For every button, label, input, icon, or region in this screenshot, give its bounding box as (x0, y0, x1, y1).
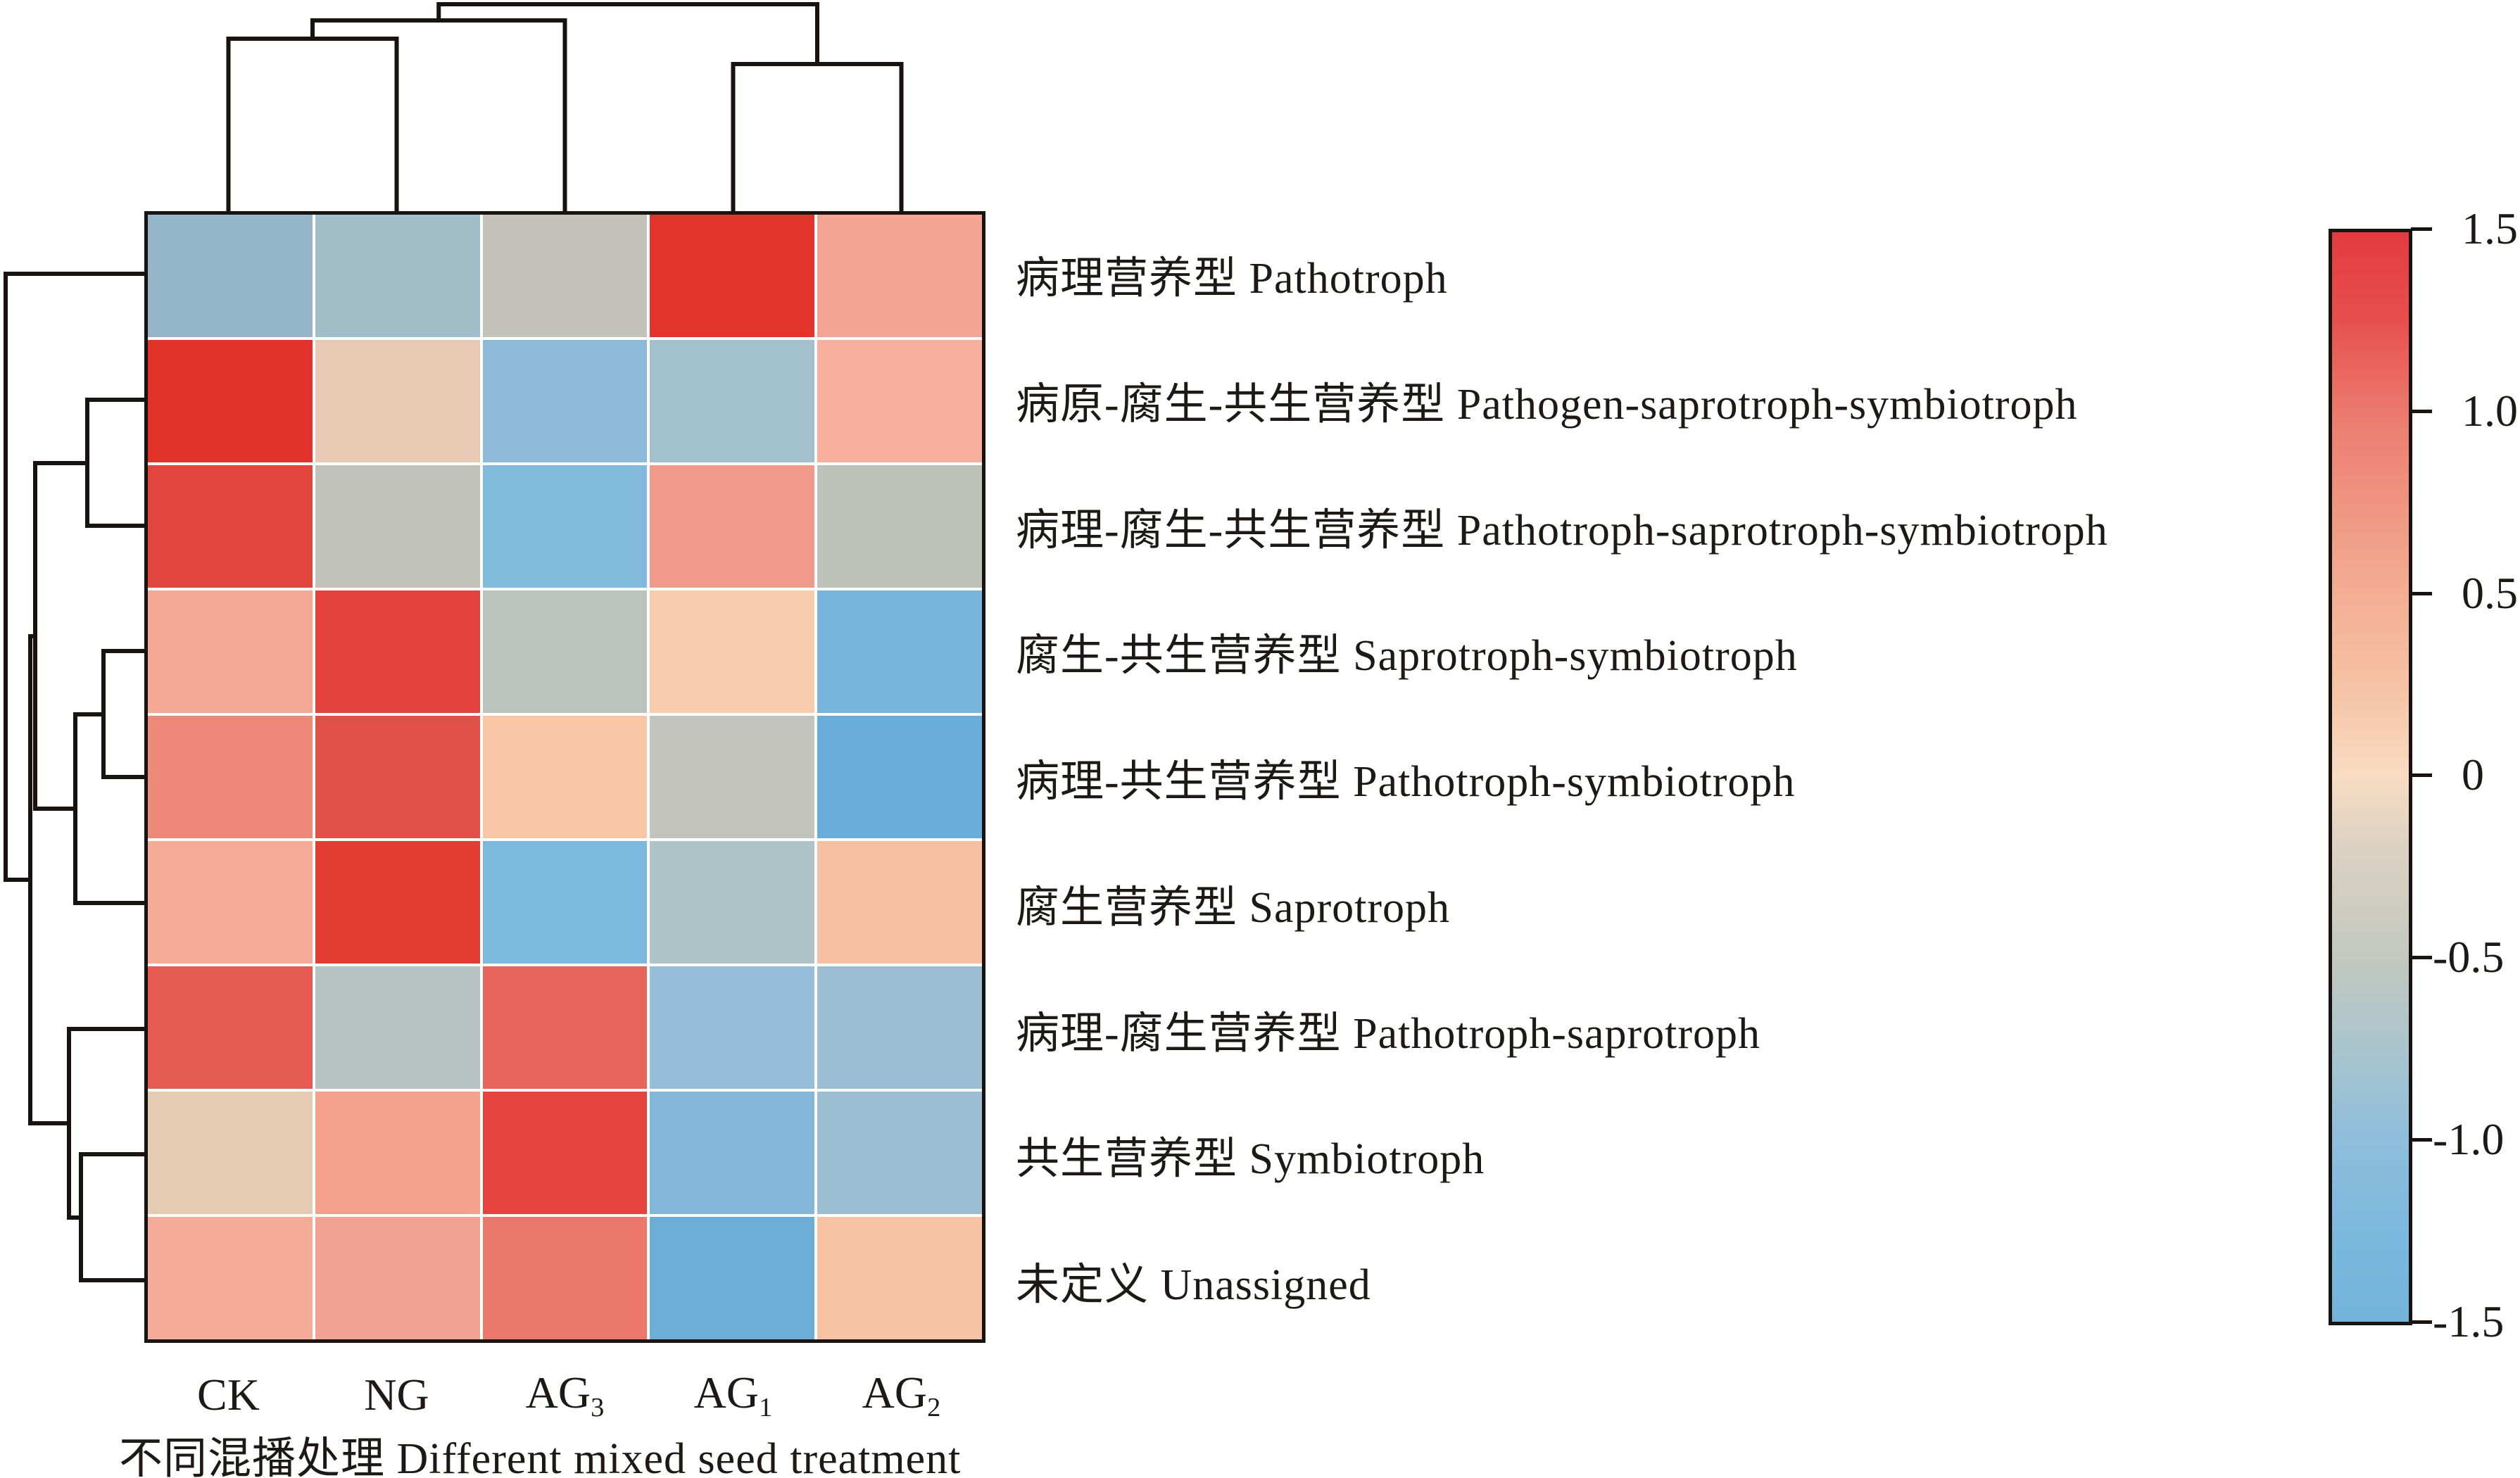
heatmap-cell (315, 966, 480, 1089)
heatmap-cell (148, 966, 313, 1089)
heatmap-cell (315, 716, 480, 838)
heatmap-cell (315, 340, 480, 462)
heatmap-cell (482, 340, 648, 462)
heatmap-cell (148, 1217, 313, 1339)
column-label: AG2 (862, 1368, 941, 1422)
row-label: 病理-腐生-共生营养型 Pathotroph-saprotroph-symbio… (1016, 507, 2108, 555)
heatmap-cell (148, 465, 313, 588)
heatmap-cell (817, 1092, 982, 1214)
row-label: 病理营养型 Pathotroph (1016, 255, 1448, 303)
colorbar-tick (2411, 773, 2432, 777)
heatmap-cell (148, 590, 313, 713)
dendrogram-branch (85, 398, 144, 528)
column-label: AG3 (525, 1368, 605, 1422)
dendrogram-branch (73, 712, 144, 905)
dendrogram-branch (226, 37, 399, 211)
dendrogram-branch (4, 272, 144, 882)
heatmap-cell (817, 716, 982, 838)
heatmap-cell (817, 841, 982, 964)
heatmap-cell (315, 590, 480, 713)
heatmap-cell (817, 465, 982, 588)
colorbar-tick-label: 0 (2462, 750, 2484, 800)
heatmap-cell (148, 340, 313, 462)
dendrogram-branch (33, 461, 87, 811)
heatmap-cell (650, 1092, 815, 1214)
colorbar-tick-label: -0.5 (2433, 932, 2505, 982)
colorbar-tick-label: 0.5 (2462, 568, 2518, 618)
heatmap-cell (482, 841, 648, 964)
dendrogram-branch (101, 649, 144, 779)
colorbar-tick (2411, 1137, 2432, 1142)
heatmap-cell (650, 1217, 815, 1339)
colorbar-tick (2411, 227, 2432, 231)
heatmap-cell (315, 1092, 480, 1214)
heatmap-cell (482, 1092, 648, 1214)
heatmap-cell (650, 966, 815, 1089)
left-dendrogram (4, 272, 144, 1282)
colorbar-tick (2411, 409, 2432, 413)
heatmap-cell (482, 590, 648, 713)
colorbar-tick (2411, 591, 2432, 595)
heatmap-cell (482, 465, 648, 588)
heatmap-cell (817, 590, 982, 713)
heatmap-cell (148, 215, 313, 337)
row-label: 腐生-共生营养型 Saprotroph-symbiotroph (1016, 632, 1798, 680)
heatmap-cell (315, 465, 480, 588)
colorbar-tick-label: -1.0 (2433, 1114, 2505, 1164)
heatmap-cell (148, 1092, 313, 1214)
row-label: 腐生营养型 Saprotroph (1016, 884, 1451, 932)
dendrogram-branch (28, 634, 69, 1125)
heatmap-cell (817, 1217, 982, 1339)
heatmap-cell (315, 841, 480, 964)
colorbar-tick (2411, 1320, 2432, 1324)
colorbar (2329, 229, 2412, 1325)
colorbar-tick (2411, 955, 2432, 959)
colorbar-tick-label: 1.5 (2462, 203, 2518, 253)
row-label: 共生营养型 Symbiotroph (1016, 1135, 1485, 1183)
dendrogram-branch (436, 2, 819, 64)
heatmap-cell (482, 966, 648, 1089)
heatmap-cell (650, 215, 815, 337)
heatmap-grid (144, 211, 985, 1343)
dendrogram-branch (79, 1152, 144, 1282)
x-axis-title: 不同混播处理 Different mixed seed treatment (119, 1435, 962, 1478)
heatmap-cell (817, 340, 982, 462)
heatmap-cell (650, 465, 815, 588)
dendrogram-branch (731, 62, 904, 211)
heatmap-cell (650, 340, 815, 462)
heatmap-cell (482, 716, 648, 838)
colorbar-tick-label: 1.0 (2462, 386, 2518, 436)
heatmap-cell (650, 716, 815, 838)
row-label: 病原-腐生-共生营养型 Pathogen-saprotroph-symbiotr… (1016, 381, 2078, 429)
dendrogram-branch (310, 18, 567, 211)
heatmap-cell (148, 841, 313, 964)
heatmap-cell (315, 1217, 480, 1339)
heatmap-cell (817, 966, 982, 1089)
colorbar-tick-label: -1.5 (2433, 1296, 2505, 1346)
heatmap-cell (817, 215, 982, 337)
column-label: CK (197, 1370, 260, 1420)
row-label: 病理-腐生营养型 Pathotroph-saprotroph (1016, 1010, 1761, 1058)
column-label: NG (364, 1370, 429, 1420)
row-label: 病理-共生营养型 Pathotroph-symbiotroph (1016, 758, 1796, 806)
heatmap-cell (148, 716, 313, 838)
column-label: AG1 (693, 1368, 773, 1422)
heatmap-cell (315, 215, 480, 337)
heatmap-cell (482, 1217, 648, 1339)
heatmap-cell (650, 590, 815, 713)
heatmap-cell (650, 841, 815, 964)
top-dendrogram (226, 2, 904, 211)
heatmap-cell (482, 215, 648, 337)
dendrogram-branch (67, 1027, 144, 1220)
row-label: 未定义 Unassigned (1016, 1261, 1371, 1309)
